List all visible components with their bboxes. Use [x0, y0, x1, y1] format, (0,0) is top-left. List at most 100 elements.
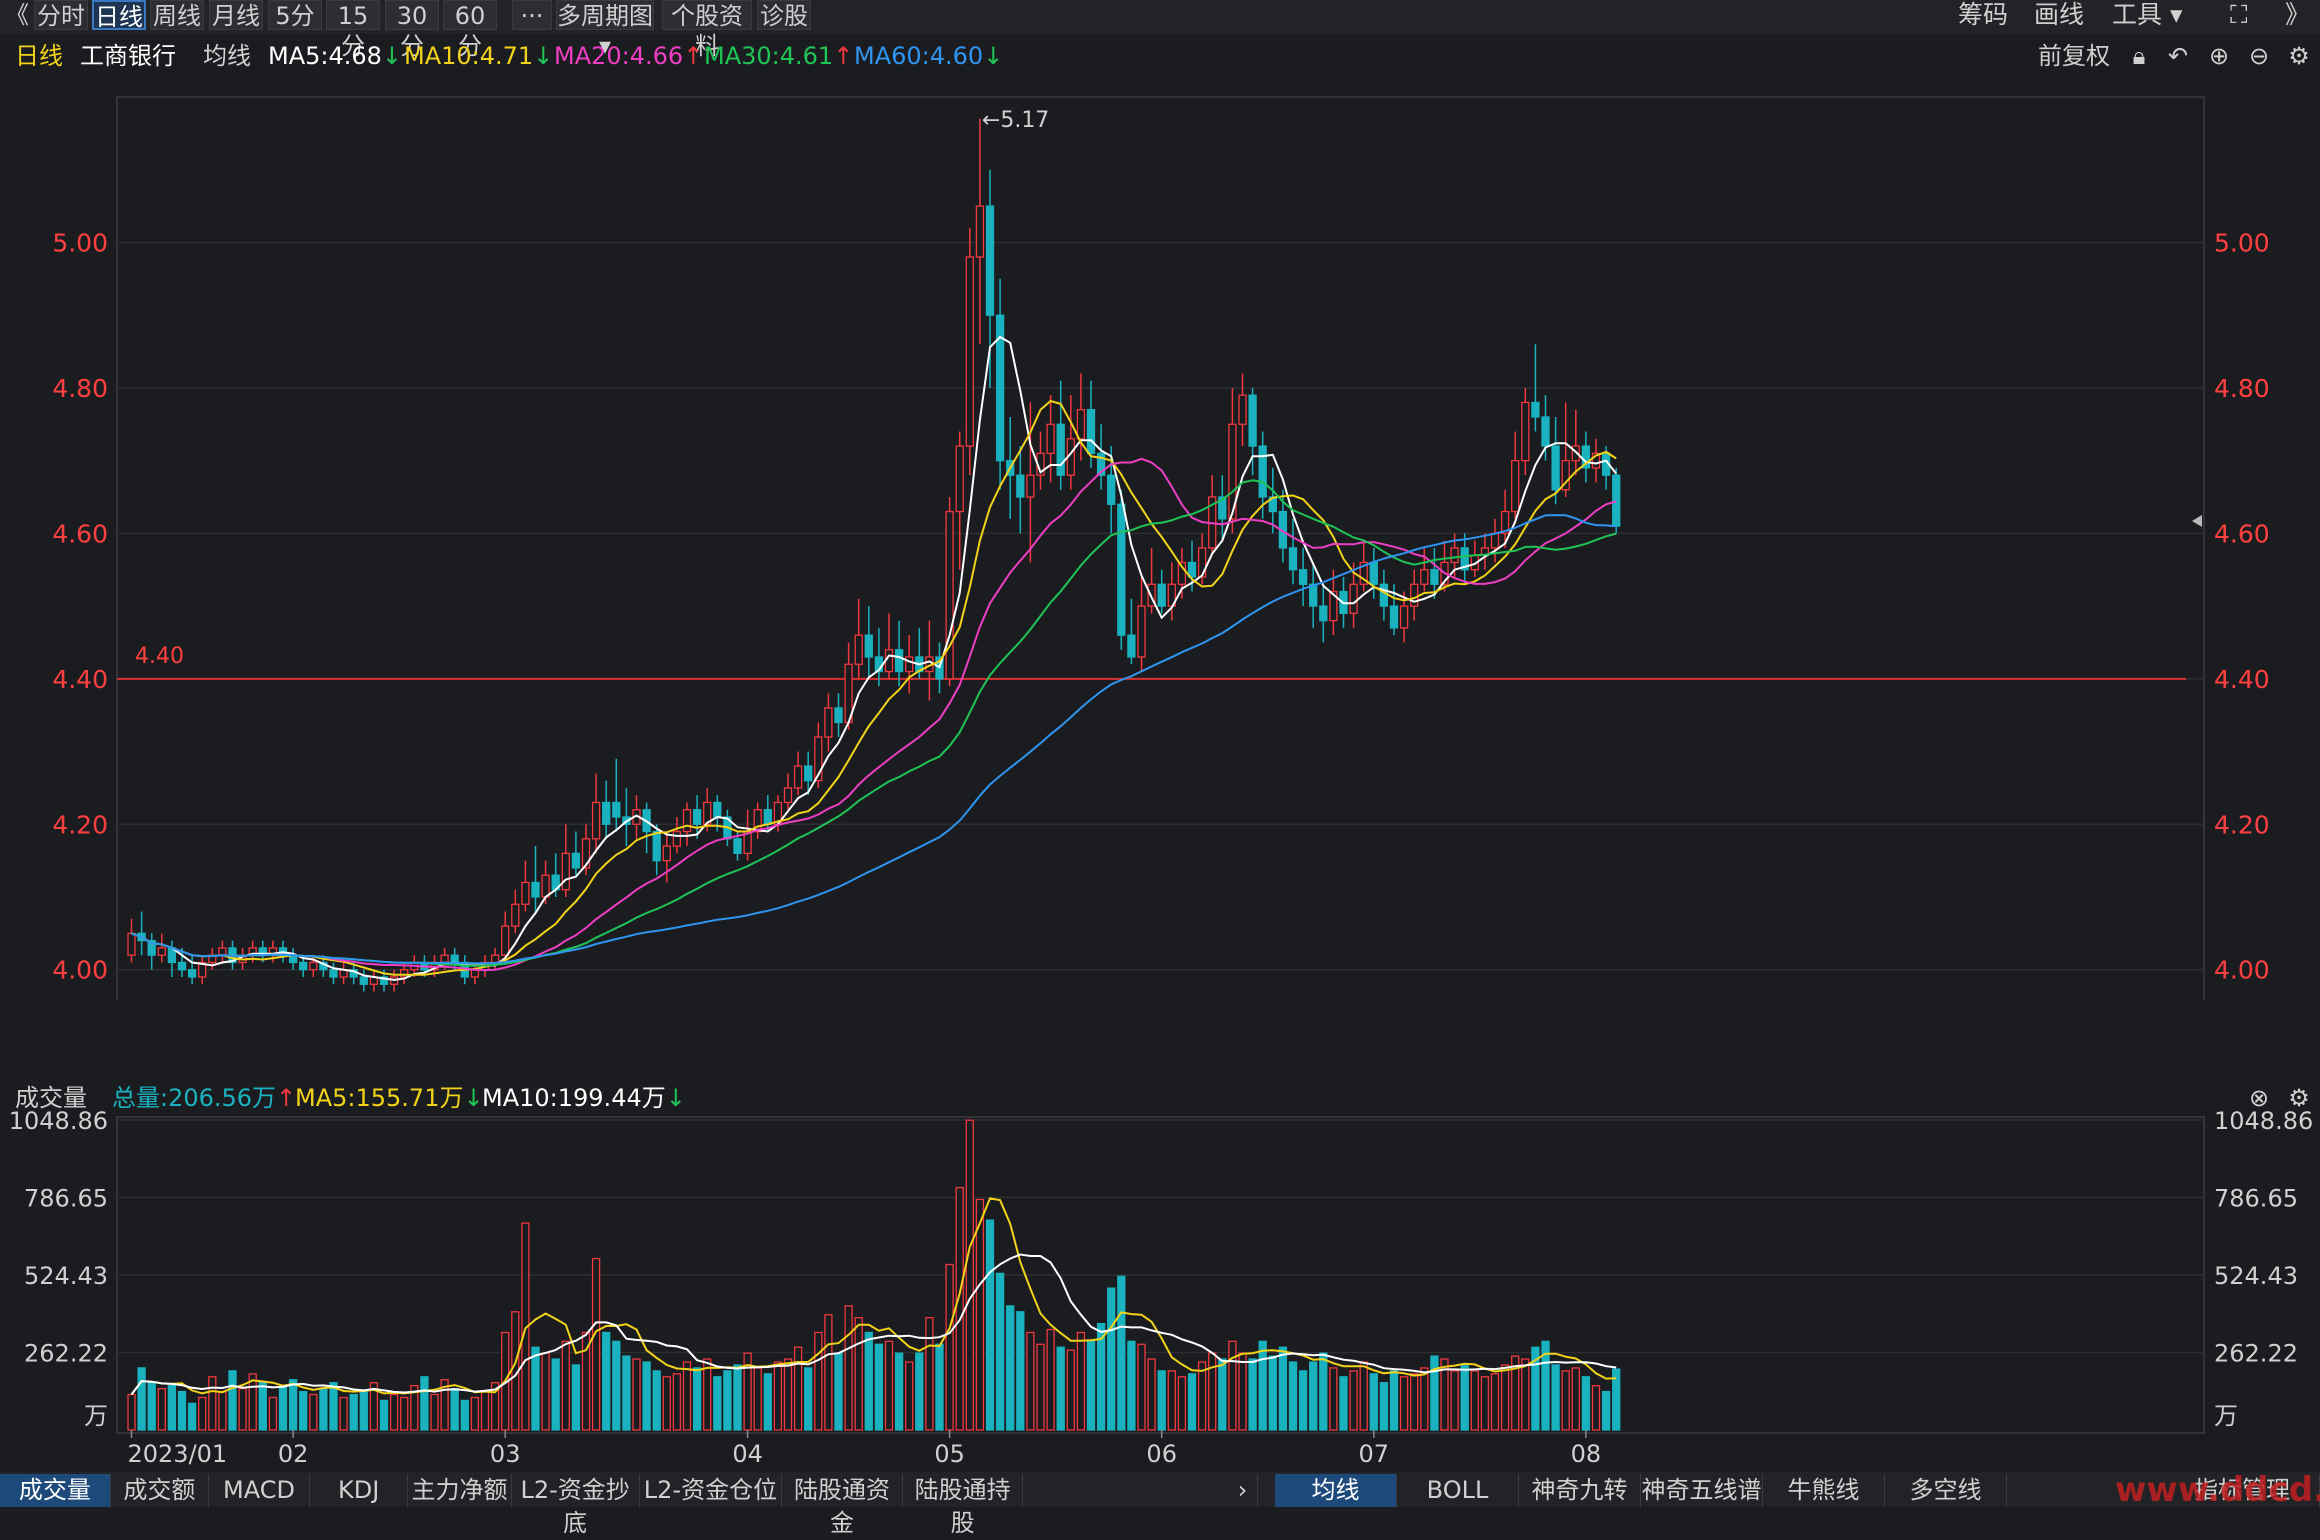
- overlay-tab-4[interactable]: 牛熊线: [1763, 1474, 1885, 1507]
- volume-bar[interactable]: [591, 1257, 601, 1431]
- candle[interactable]: [804, 751, 813, 796]
- candle[interactable]: [1319, 584, 1328, 643]
- candle[interactable]: [612, 758, 621, 832]
- volume-bar[interactable]: [1157, 1370, 1166, 1431]
- volume-bar[interactable]: [733, 1364, 742, 1431]
- indicator-tab-3[interactable]: KDJ: [310, 1474, 409, 1507]
- volume-bar[interactable]: [692, 1367, 702, 1431]
- volume-bar[interactable]: [177, 1390, 187, 1431]
- volume-bar[interactable]: [1379, 1382, 1389, 1431]
- volume-bar[interactable]: [995, 1272, 1005, 1431]
- volume-bar[interactable]: [1096, 1322, 1106, 1431]
- candle[interactable]: [369, 969, 379, 992]
- volume-bar[interactable]: [753, 1367, 762, 1431]
- volume-bar[interactable]: [258, 1382, 267, 1431]
- volume-bar[interactable]: [349, 1393, 358, 1431]
- indicator-tab-1[interactable]: 成交额: [111, 1474, 210, 1507]
- volume-bar[interactable]: [490, 1382, 500, 1431]
- volume-bar[interactable]: [329, 1382, 338, 1431]
- candle[interactable]: [1309, 562, 1318, 628]
- volume-bar[interactable]: [894, 1352, 904, 1431]
- candle[interactable]: [894, 620, 904, 687]
- volume-bar[interactable]: [480, 1390, 490, 1431]
- candle[interactable]: [1066, 395, 1075, 490]
- volume-bar[interactable]: [723, 1370, 732, 1431]
- candle[interactable]: [571, 831, 581, 876]
- candle[interactable]: [157, 933, 166, 963]
- volume-bar[interactable]: [713, 1376, 722, 1431]
- volume-bar[interactable]: [430, 1393, 439, 1431]
- volume-bar[interactable]: [1228, 1340, 1237, 1431]
- volume-bar[interactable]: [278, 1385, 288, 1431]
- price-chart[interactable]: 4.40 5.00 5.00 4.80 4.80 4.60 4.60 4.40 4.40 4.2…: [0, 0, 2320, 1000]
- volume-bar[interactable]: [410, 1385, 419, 1431]
- volume-bar[interactable]: [1410, 1373, 1419, 1431]
- candle[interactable]: [591, 773, 601, 854]
- candle[interactable]: [561, 824, 570, 897]
- volume-bar[interactable]: [1440, 1358, 1449, 1431]
- volume-bar[interactable]: [1460, 1364, 1469, 1431]
- volume-bar[interactable]: [1480, 1376, 1490, 1431]
- volume-bar[interactable]: [501, 1331, 510, 1431]
- zoom-in-icon[interactable]: ⊕: [2208, 42, 2230, 70]
- period-button-0[interactable]: 分时: [34, 0, 88, 30]
- volume-bar[interactable]: [1137, 1343, 1146, 1431]
- volume-bar[interactable]: [1127, 1340, 1136, 1431]
- candle[interactable]: [137, 911, 146, 956]
- volume-bar[interactable]: [1006, 1305, 1015, 1431]
- candle[interactable]: [1167, 562, 1176, 621]
- candle[interactable]: [1238, 373, 1247, 447]
- candle[interactable]: [521, 860, 530, 912]
- volume-bar[interactable]: [1359, 1361, 1368, 1431]
- candle[interactable]: [864, 606, 873, 679]
- volume-bar[interactable]: [1329, 1367, 1338, 1431]
- volume-bar[interactable]: [925, 1317, 934, 1431]
- candle[interactable]: [602, 780, 611, 839]
- candle[interactable]: [1298, 547, 1308, 607]
- volume-bar[interactable]: [622, 1355, 631, 1431]
- candle[interactable]: [329, 962, 338, 985]
- volume-bar[interactable]: [1571, 1367, 1580, 1431]
- period-button-11[interactable]: 诊股: [757, 0, 811, 30]
- volume-bar[interactable]: [1147, 1358, 1156, 1431]
- candle[interactable]: [1248, 387, 1257, 476]
- candle[interactable]: [1228, 387, 1237, 534]
- candle[interactable]: [127, 918, 136, 963]
- candle[interactable]: [1470, 540, 1479, 577]
- volume-bar[interactable]: [1288, 1361, 1298, 1431]
- volume-bar[interactable]: [389, 1393, 399, 1431]
- candle[interactable]: [1137, 577, 1146, 672]
- candle[interactable]: [339, 962, 348, 985]
- volume-bar[interactable]: [531, 1346, 540, 1431]
- volume-bar[interactable]: [1500, 1364, 1510, 1431]
- candle[interactable]: [1410, 569, 1419, 621]
- volume-bar[interactable]: [1490, 1373, 1500, 1431]
- nav-back-button[interactable]: 《: [5, 1, 29, 29]
- close-indicator-icon[interactable]: ⊗: [2248, 1084, 2270, 1112]
- volume-bar[interactable]: [1369, 1373, 1378, 1431]
- period-button-6[interactable]: 30分: [385, 0, 439, 60]
- volume-bar[interactable]: [339, 1396, 348, 1431]
- candle[interactable]: [288, 947, 298, 970]
- period-button-3[interactable]: 月线: [209, 0, 263, 30]
- overlay-tab-0[interactable]: 均线: [1275, 1474, 1397, 1507]
- volume-bar[interactable]: [1511, 1355, 1520, 1431]
- period-button-1[interactable]: 日线: [92, 0, 146, 31]
- volume-bar[interactable]: [814, 1331, 823, 1431]
- draw-line-button[interactable]: 画线: [2034, 0, 2085, 29]
- volume-bar[interactable]: [238, 1387, 247, 1431]
- candle[interactable]: [1581, 431, 1591, 483]
- candle[interactable]: [1490, 518, 1500, 563]
- volume-bar[interactable]: [1298, 1370, 1308, 1431]
- volume-bar[interactable]: [662, 1376, 671, 1431]
- candle[interactable]: [884, 613, 894, 679]
- indicator-tab-7[interactable]: 陆股通资金: [782, 1474, 903, 1537]
- volume-bar[interactable]: [965, 1119, 974, 1431]
- candle[interactable]: [783, 773, 793, 810]
- volume-bar[interactable]: [793, 1346, 803, 1431]
- candle[interactable]: [1056, 380, 1065, 490]
- volume-bar[interactable]: [571, 1364, 581, 1431]
- volume-bar[interactable]: [1197, 1361, 1207, 1431]
- indicator-tab-5[interactable]: L2-资金抄底: [512, 1474, 640, 1537]
- volume-bar[interactable]: [1399, 1376, 1409, 1431]
